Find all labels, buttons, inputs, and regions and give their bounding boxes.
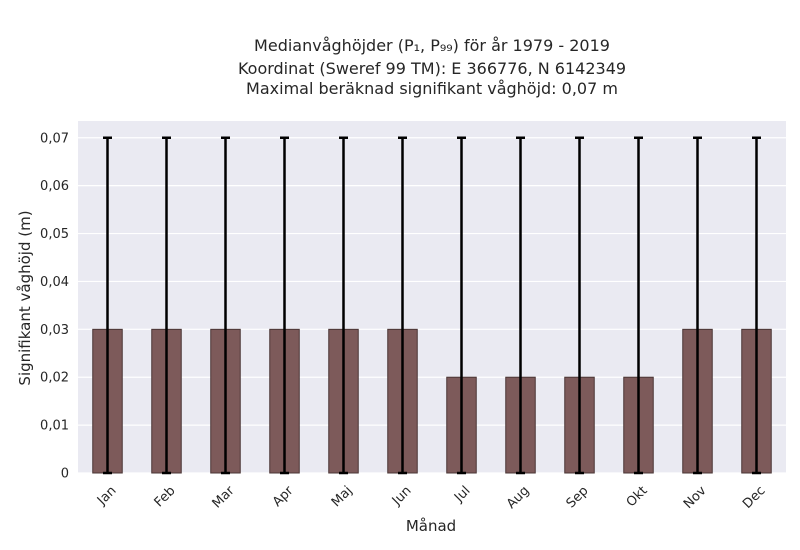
chart-title-line-1: Medianvåghöjder (P₁, P₉₉) för år 1979 - …: [254, 36, 610, 55]
x-axis-ticks: Jan Feb Mar Apr Maj Jun Jul Aug Sep Okt Nov Dec: [94, 483, 768, 512]
y-axis-label: Signifikant våghöjd (m): [16, 210, 34, 385]
error-bar: [103, 136, 112, 475]
error-bar: [634, 136, 643, 475]
y-axis-ticks: 0 0,01 0,02 0,03 0,04 0,05 0,06 0,07: [40, 131, 69, 481]
error-bar: [516, 136, 525, 475]
y-tick-label: 0,03: [40, 323, 69, 338]
x-tick-label: Aug: [504, 483, 533, 512]
error-bar: [693, 136, 702, 475]
chart-title: Medianvåghöjder (P₁, P₉₉) för år 1979 - …: [238, 36, 626, 98]
error-bar: [457, 136, 466, 475]
y-tick-label: 0,06: [40, 179, 69, 194]
y-tick-label: 0,01: [40, 419, 69, 434]
chart-title-line-2: Koordinat (Sweref 99 TM): E 366776, N 61…: [238, 59, 626, 78]
y-tick-label: 0,02: [40, 371, 69, 386]
y-tick-label: 0,07: [40, 131, 69, 146]
x-tick-label: Nov: [681, 483, 710, 512]
x-tick-label: Feb: [152, 483, 179, 510]
error-bar: [162, 136, 171, 475]
x-axis-label: Månad: [406, 517, 456, 535]
error-bars: [103, 136, 761, 475]
y-tick-label: 0: [61, 467, 69, 482]
x-tick-label: Sep: [564, 483, 592, 511]
error-bar: [398, 136, 407, 475]
y-tick-label: 0,04: [40, 275, 69, 290]
error-bar: [752, 136, 761, 475]
x-tick-label: Jul: [451, 483, 473, 505]
x-tick-label: Dec: [740, 483, 768, 511]
x-tick-label: Mar: [210, 483, 238, 511]
x-tick-label: Maj: [329, 483, 356, 510]
x-tick-label: Jun: [389, 483, 415, 509]
x-tick-label: Jan: [94, 483, 119, 508]
x-tick-label: Okt: [624, 483, 651, 510]
error-bar: [339, 136, 348, 475]
chart-title-line-3: Maximal beräknad signifikant våghöjd: 0,…: [246, 79, 618, 98]
error-bar: [575, 136, 584, 475]
error-bar: [221, 136, 230, 475]
gridlines: [78, 137, 786, 474]
x-tick-label: Apr: [270, 483, 297, 510]
error-bar: [280, 136, 289, 475]
plot-area: [78, 121, 786, 473]
y-tick-label: 0,05: [40, 227, 69, 242]
